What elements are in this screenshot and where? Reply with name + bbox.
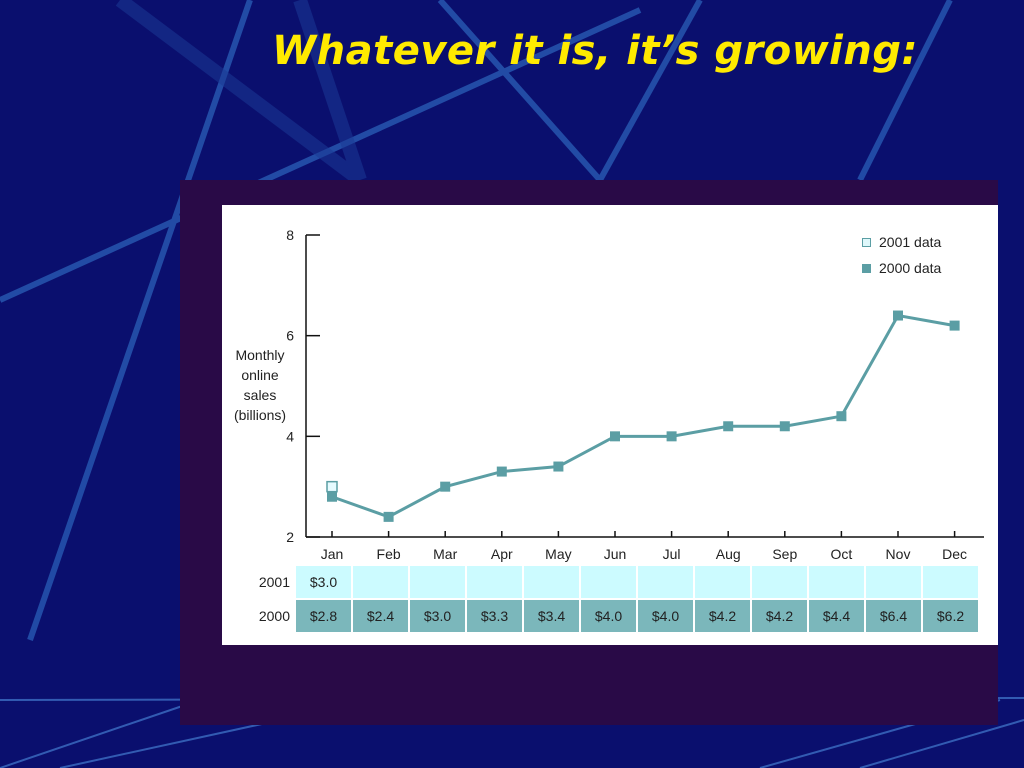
y-axis-label-line: online — [241, 367, 279, 383]
chart-panel: 2 4 6 8 Jan Feb Mar Apr May Jun Jul Aug Sep Oct Nov Dec… — [222, 205, 998, 645]
y-tick-label: 4 — [286, 428, 294, 444]
data-point-2000 — [327, 491, 337, 502]
table-cell: $4.4 — [809, 600, 864, 632]
table-cell — [923, 566, 978, 598]
table-cell: $2.4 — [353, 600, 408, 632]
table-cell — [467, 566, 522, 598]
data-point-2000 — [440, 481, 451, 492]
table-cell — [752, 566, 807, 598]
table-row-2000: 2000 $2.8 $2.4 $3.0 $3.3 $3.4 $4.0 $4.0 … — [259, 600, 980, 632]
y-axis-label-line: Monthly — [235, 347, 285, 363]
table-cell: $6.4 — [866, 600, 921, 632]
y-axis-label-line: (billions) — [233, 407, 287, 423]
y-axis-label: Monthly online sales (billions) — [226, 345, 294, 425]
line-chart: 2 4 6 8 Jan Feb Mar Apr May Jun Jul Aug Sep Oct Nov Dec — [286, 227, 984, 562]
table-cell — [524, 566, 579, 598]
row-label: 2001 — [258, 574, 290, 590]
data-point-2000 — [553, 461, 564, 472]
table-cell — [410, 566, 465, 598]
slide-title: Whatever it is, it’s growing: — [272, 28, 918, 74]
legend-item-2000: 2000 data — [862, 255, 941, 281]
series-line-2000 — [331, 313, 955, 519]
table-cell: $4.0 — [581, 600, 636, 632]
x-tick-label: Oct — [831, 546, 853, 562]
x-tick-label: Nov — [886, 546, 911, 562]
x-tick-label: May — [545, 546, 571, 562]
x-tick-label: Mar — [433, 546, 457, 562]
legend-item-2001: 2001 data — [862, 229, 941, 255]
table-cell: $4.0 — [638, 600, 693, 632]
table-cell: $6.2 — [923, 600, 978, 632]
data-point-2000 — [779, 421, 790, 432]
table-cell: $2.8 — [296, 600, 351, 632]
x-tick-label: Aug — [716, 546, 741, 562]
table-cell — [353, 566, 408, 598]
table-cell: $3.0 — [410, 600, 465, 632]
table-cell: $4.2 — [695, 600, 750, 632]
legend-label: 2001 data — [879, 234, 942, 250]
data-point-2000 — [893, 310, 903, 321]
x-tick-label: Dec — [942, 546, 967, 562]
row-label: 2000 — [258, 608, 290, 624]
x-tick-label: Feb — [377, 546, 401, 562]
table-cell — [638, 566, 693, 598]
table-cell — [809, 566, 864, 598]
table-cell — [581, 566, 636, 598]
data-point-2000 — [383, 511, 394, 522]
x-tick-label: Jun — [604, 546, 627, 562]
table-row-2001: 2001 $3.0 — [259, 566, 980, 598]
table-cell — [695, 566, 750, 598]
legend-label: 2000 data — [879, 260, 942, 276]
legend: 2001 data 2000 data — [862, 229, 941, 281]
x-tick-label: Apr — [491, 546, 513, 562]
x-tick-label: Jan — [321, 546, 344, 562]
data-point-2001 — [326, 480, 338, 493]
data-point-2000 — [610, 431, 620, 442]
table-cell: $3.4 — [524, 600, 579, 632]
table-cell: $4.2 — [752, 600, 807, 632]
y-tick-label: 8 — [286, 227, 294, 243]
y-tick-label: 2 — [286, 529, 294, 545]
x-tick-label: Jul — [663, 546, 681, 562]
y-axis-label-line: sales — [243, 387, 277, 403]
data-point-2000 — [836, 411, 847, 422]
data-point-2000 — [949, 320, 960, 331]
data-point-2000 — [723, 421, 734, 432]
y-tick-label: 6 — [286, 328, 294, 344]
table-cell: $3.0 — [296, 566, 351, 598]
table-cell: $3.3 — [467, 600, 522, 632]
table-cell — [866, 566, 921, 598]
hollow-square-icon — [862, 237, 871, 247]
x-tick-label: Sep — [772, 546, 797, 562]
filled-square-icon — [862, 263, 871, 273]
data-point-2000 — [666, 431, 677, 442]
data-point-2000 — [496, 466, 507, 477]
